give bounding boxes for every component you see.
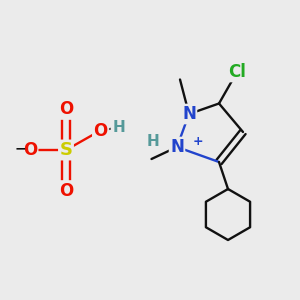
Text: O: O <box>93 122 108 140</box>
Text: H: H <box>112 120 125 135</box>
Text: O: O <box>59 100 73 118</box>
Text: N: N <box>170 138 184 156</box>
Text: O: O <box>23 141 37 159</box>
Text: +: + <box>193 135 203 148</box>
Text: Cl: Cl <box>228 63 246 81</box>
Text: −: − <box>15 142 26 155</box>
Text: N: N <box>182 105 196 123</box>
Text: O: O <box>59 182 73 200</box>
Text: S: S <box>59 141 73 159</box>
Text: H: H <box>147 134 159 148</box>
